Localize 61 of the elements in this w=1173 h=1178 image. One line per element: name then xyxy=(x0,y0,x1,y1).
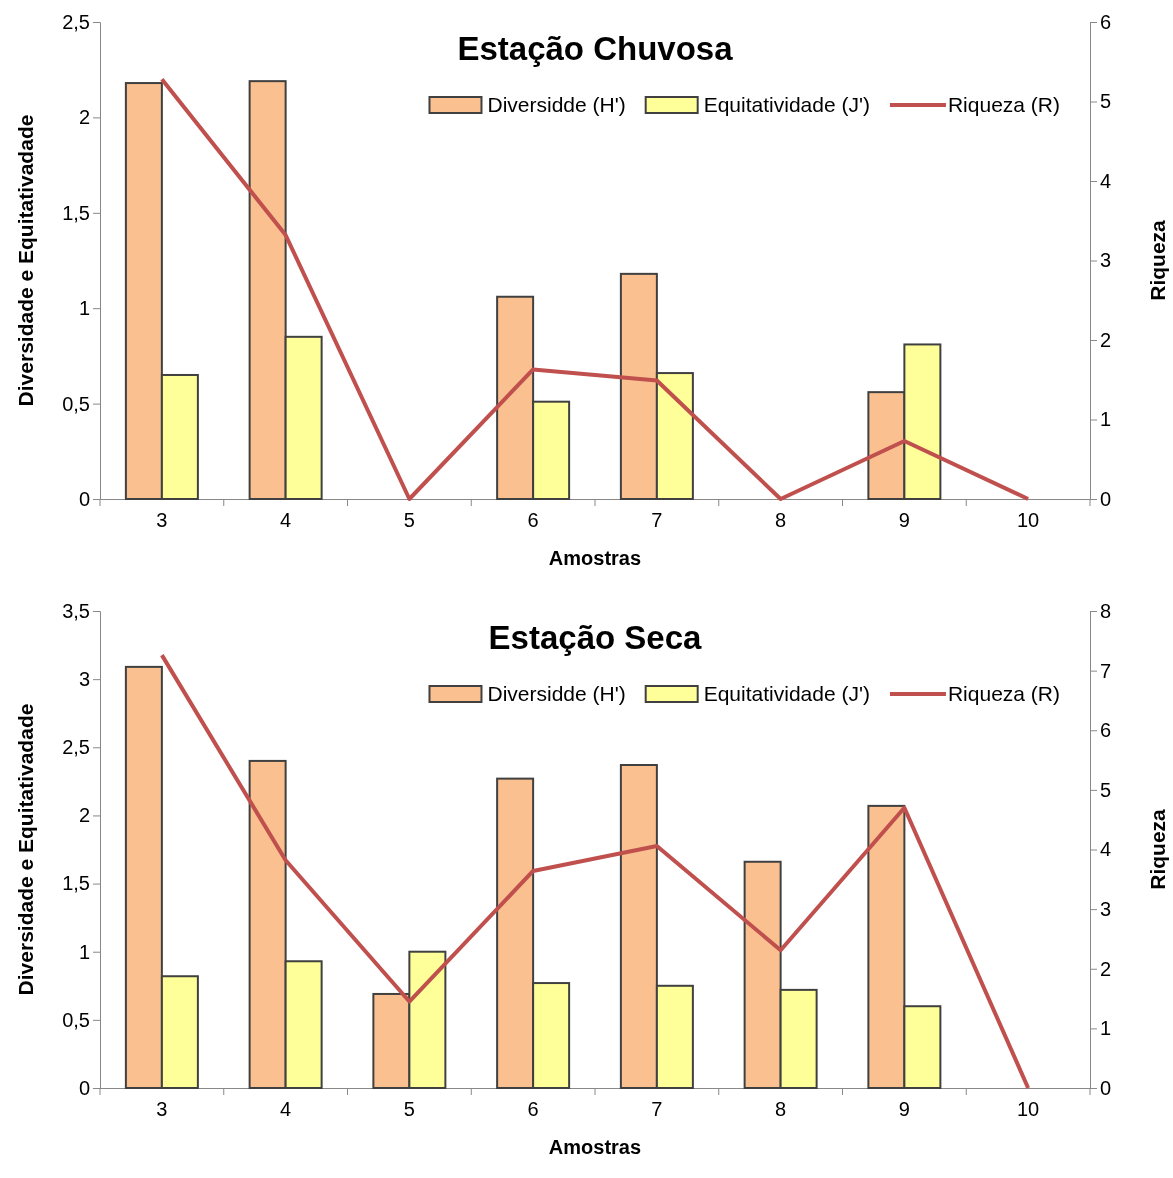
x-tick-label: 6 xyxy=(527,509,539,532)
legend-label: Equitatividade (J') xyxy=(703,93,870,116)
y2-tick-label: 1 xyxy=(1100,408,1112,431)
x-tick-label: 5 xyxy=(403,1098,415,1121)
y2-axis-title: Riqueza xyxy=(1146,808,1169,890)
legend-label: Equitatividade (J') xyxy=(703,682,870,705)
x-tick-label: 3 xyxy=(156,1098,168,1121)
x-tick-label: 5 xyxy=(403,509,415,532)
y2-axis-title: Riqueza xyxy=(1146,219,1169,301)
chart-title: Estação Chuvosa xyxy=(457,30,734,67)
y2-tick-label: 0 xyxy=(1100,1076,1112,1099)
y-tick-label: 0 xyxy=(78,487,90,510)
x-tick-label: 8 xyxy=(775,1098,787,1121)
y-axis-title: Diversidade e Equitativadade xyxy=(14,703,37,996)
y-tick-label: 2 xyxy=(78,106,90,129)
y-axis-title: Diversidade e Equitativadade xyxy=(14,114,37,407)
y-tick-label: 2 xyxy=(78,804,90,827)
x-tick-label: 8 xyxy=(775,509,787,532)
x-tick-label: 9 xyxy=(898,509,910,532)
chart-title: Estação Seca xyxy=(488,619,703,656)
x-tick-label: 4 xyxy=(280,509,292,532)
y2-tick-label: 3 xyxy=(1100,898,1112,921)
y2-tick-label: 1 xyxy=(1100,1017,1112,1040)
y-tick-label: 0,5 xyxy=(62,1008,90,1031)
x-tick-label: 3 xyxy=(156,509,168,532)
y2-tick-label: 8 xyxy=(1100,599,1112,622)
x-tick-label: 10 xyxy=(1017,509,1040,532)
x-tick-label: 6 xyxy=(527,1098,539,1121)
y2-tick-label: 5 xyxy=(1100,778,1112,801)
legend-label: Riqueza (R) xyxy=(947,682,1060,705)
y2-tick-label: 4 xyxy=(1100,169,1112,192)
legend-label: Diversidde (H') xyxy=(487,93,626,116)
y2-tick-label: 3 xyxy=(1100,249,1112,272)
y2-tick-label: 0 xyxy=(1100,487,1112,510)
x-tick-label: 9 xyxy=(898,1098,910,1121)
y2-tick-label: 4 xyxy=(1100,838,1112,861)
x-axis-title: Amostras xyxy=(548,547,642,569)
line-series xyxy=(159,77,1031,501)
x-tick-label: 4 xyxy=(280,1098,292,1121)
legend-label: Riqueza (R) xyxy=(947,93,1060,116)
x-tick-label: 10 xyxy=(1017,1098,1040,1121)
legend-label: Diversidde (H') xyxy=(487,682,626,705)
y2-tick-label: 6 xyxy=(1100,719,1112,742)
y-tick-label: 3 xyxy=(78,668,90,691)
x-tick-label: 7 xyxy=(651,509,663,532)
y-tick-label: 0,5 xyxy=(62,392,90,415)
y2-tick-label: 6 xyxy=(1100,10,1112,33)
x-axis-title: Amostras xyxy=(548,1136,642,1158)
y-tick-label: 2,5 xyxy=(62,10,90,33)
y2-tick-label: 2 xyxy=(1100,957,1112,980)
y-tick-label: 1 xyxy=(78,297,90,320)
x-tick-label: 7 xyxy=(651,1098,663,1121)
y2-tick-label: 2 xyxy=(1100,328,1112,351)
y2-tick-label: 7 xyxy=(1100,659,1112,682)
y2-tick-label: 5 xyxy=(1100,90,1112,113)
y-tick-label: 1,5 xyxy=(62,872,90,895)
y-tick-label: 2,5 xyxy=(62,736,90,759)
y-tick-label: 3,5 xyxy=(62,599,90,622)
y-tick-label: 0 xyxy=(78,1076,90,1099)
y-tick-label: 1,5 xyxy=(62,201,90,224)
y-tick-label: 1 xyxy=(78,940,90,963)
